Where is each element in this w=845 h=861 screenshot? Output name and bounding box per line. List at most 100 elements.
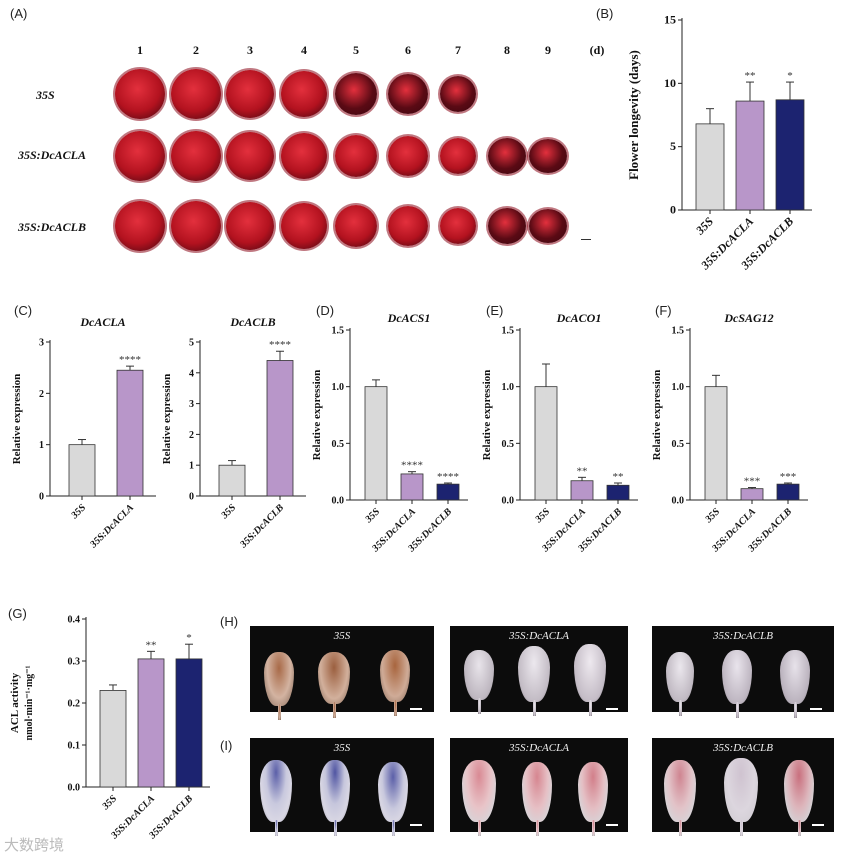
- y-tick-label: 0.3: [68, 657, 81, 668]
- significance-mark: **: [745, 70, 756, 82]
- bar: [606, 484, 630, 501]
- y-axis-label: Relative expression: [651, 370, 663, 461]
- significance-mark: ***: [744, 476, 761, 488]
- carnation-flower: [488, 138, 526, 174]
- col-label-7: 7: [455, 43, 461, 57]
- bar: [775, 99, 805, 211]
- bar: [735, 100, 765, 211]
- y-tick-label: 0.4: [68, 615, 81, 626]
- y-axis-label: Relative expression: [161, 374, 173, 465]
- photo-i-dcaclb-title: 35S:DcACLB: [713, 742, 773, 754]
- x-tick-label: 35S: [69, 502, 89, 522]
- col-label-4: 4: [301, 43, 307, 57]
- bar: [776, 483, 800, 501]
- photo-i-dcacla: 35S:DcACLA: [450, 738, 628, 836]
- y-tick-label: 0.2: [68, 699, 81, 710]
- chart-e-dcaco1: DcACO1 0.0 0.5 1.0 1.5 Relative expression 35S…: [481, 312, 638, 555]
- chart-c1-dcacla: DcACLA 0 1 2 3 Relative expression 35S **** 35S:…: [11, 315, 156, 551]
- y-axis-label: Flower longevity (days): [626, 50, 641, 180]
- panel-label-a: (A): [10, 6, 28, 21]
- carnation-flower: [529, 209, 567, 243]
- col-label-9: 9: [545, 43, 551, 57]
- y-tick-label: 3: [39, 338, 44, 349]
- carnation-flower: [440, 76, 476, 112]
- y-tick-label: 1.5: [502, 326, 515, 337]
- significance-mark: **: [577, 465, 588, 477]
- chart-title: DcACLA: [79, 315, 125, 329]
- y-axis-label: ACL activity: [9, 672, 21, 733]
- x-tick-label: 35S:DcACLB: [238, 502, 287, 551]
- y-tick-label: 1.5: [332, 326, 345, 337]
- y-tick-label: 1.0: [672, 382, 685, 393]
- carnation-flower: [115, 69, 165, 119]
- y-tick-label: 1.0: [502, 382, 515, 393]
- x-tick-label: 35S: [703, 506, 723, 526]
- y-tick-label: 5: [670, 139, 676, 153]
- significance-mark: ***: [780, 471, 797, 483]
- photo-h-dcacla-title: 35S:DcACLA: [509, 630, 569, 642]
- y-axis-unit-label: nmol·min⁻¹·mg⁻¹: [24, 666, 35, 741]
- photo-h-35s: 35S: [250, 626, 434, 720]
- scale-bar-h-dcacla: [606, 708, 618, 710]
- y-tick-label: 0.1: [68, 741, 81, 752]
- y-tick-label: 0.0: [332, 496, 345, 507]
- carnation-flower: [226, 202, 274, 250]
- y-tick-label: 15: [664, 13, 676, 27]
- x-tick-label: 35S:DcACLA: [88, 502, 137, 551]
- x-tick-label: 35S: [219, 502, 239, 522]
- carnation-flower: [281, 203, 327, 249]
- y-tick-label: 10: [664, 76, 676, 90]
- photo-h-dcacla: 35S:DcACLA: [450, 626, 628, 716]
- carnation-flower: [440, 208, 476, 244]
- panel-label-h: (H): [220, 614, 239, 629]
- chart-title: DcACO1: [556, 312, 602, 325]
- bar: [68, 444, 96, 497]
- carnation-flower: [171, 201, 221, 251]
- y-tick-label: 1.5: [672, 326, 685, 337]
- photo-h-35s-title: 35S: [333, 630, 351, 642]
- bar: [218, 464, 246, 497]
- watermark: 大数跨境: [4, 836, 65, 854]
- y-tick-label: 2: [39, 389, 44, 400]
- chart-g-acl-activity: 0.0 0.1 0.2 0.3 0.4 ACL activity nmol·min⁻¹·mg…: [9, 615, 210, 842]
- photo-h-dcaclb: 35S:DcACLB: [652, 626, 834, 718]
- bar: [175, 658, 203, 788]
- panel-label-g: (G): [8, 606, 27, 621]
- x-tick-label: 35S: [100, 793, 120, 813]
- carnation-flower: [226, 70, 274, 118]
- bar: [266, 360, 294, 497]
- y-tick-label: 0.0: [502, 496, 515, 507]
- significance-mark: ****: [401, 460, 423, 472]
- y-tick-label: 1: [39, 440, 44, 451]
- carnation-flower: [115, 201, 165, 251]
- significance-mark: ****: [437, 471, 459, 483]
- bar: [116, 369, 144, 497]
- scale-bar-h-dcaclb: [810, 708, 822, 710]
- significance-mark: *: [186, 632, 192, 644]
- y-tick-label: 0.0: [672, 496, 685, 507]
- chart-d-dcacs1: DcACS1 0.0 0.5 1.0 1.5 Relative expression 35S…: [311, 312, 468, 555]
- carnation-flower: [171, 131, 221, 181]
- bar: [436, 483, 460, 501]
- bar: [137, 658, 165, 788]
- photo-i-35s-title: 35S: [333, 742, 351, 754]
- carnation-flower: [388, 136, 428, 176]
- y-tick-label: 2: [189, 430, 194, 441]
- y-tick-label: 0: [670, 203, 676, 217]
- x-tick-label: 35S: [533, 506, 553, 526]
- bar: [400, 473, 424, 501]
- scale-bar-i-dcaclb: [812, 824, 824, 826]
- carnation-flower: [226, 132, 274, 180]
- carnation-flower: [281, 71, 327, 117]
- x-tick-label: 35S: [363, 506, 383, 526]
- bar: [99, 690, 127, 788]
- significance-mark: ****: [119, 354, 141, 366]
- row-label-35s: 35S: [36, 88, 55, 102]
- y-tick-label: 0.5: [502, 439, 515, 450]
- photo-i-35s: 35S: [250, 738, 434, 836]
- y-tick-label: 1.0: [332, 382, 345, 393]
- photo-i-dcacla-title: 35S:DcACLA: [509, 742, 569, 754]
- y-axis-label: Relative expression: [11, 374, 23, 465]
- carnation-flower: [335, 205, 377, 247]
